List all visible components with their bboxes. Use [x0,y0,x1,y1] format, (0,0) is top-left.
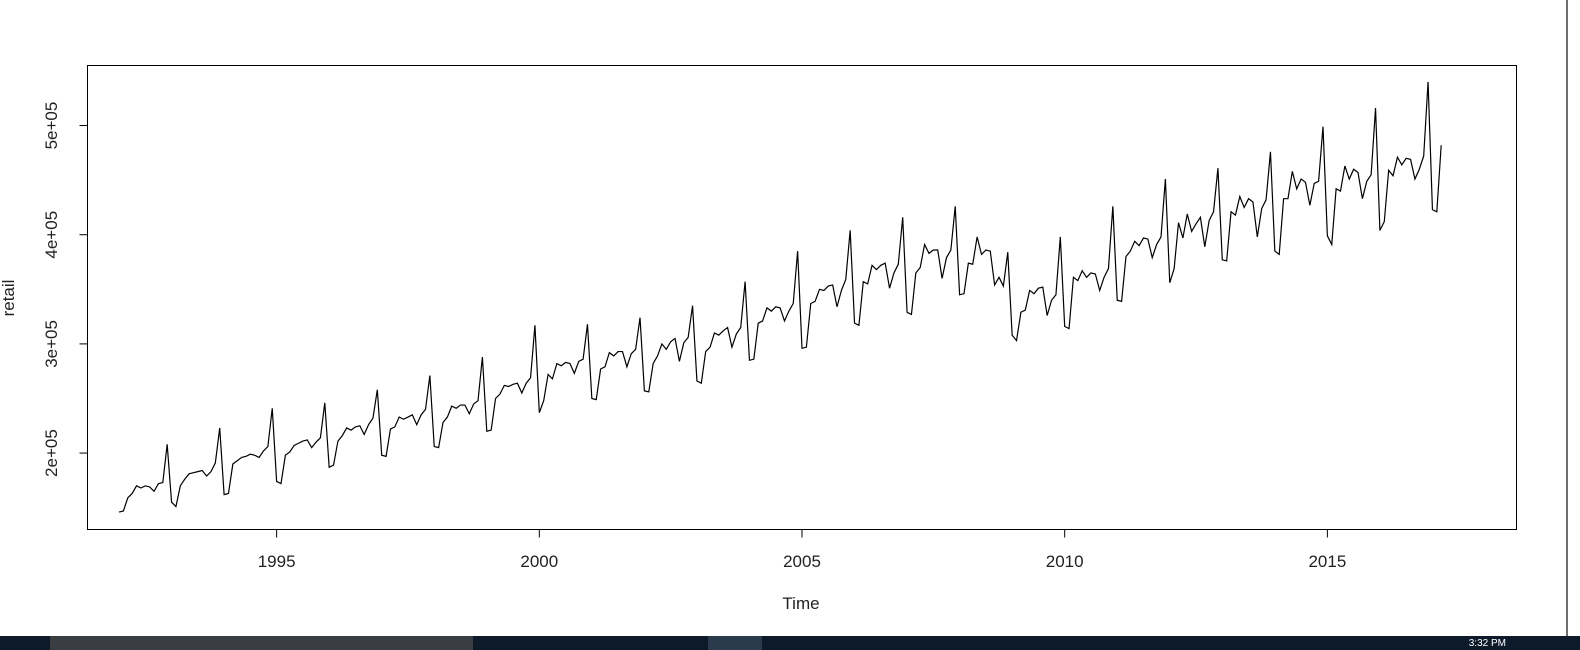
y-tick-label: 4e+05 [42,211,61,259]
plot-frame [87,65,1517,530]
plot-window: 1995 2000 2005 2010 2015 2e+05 3e+05 4e+05 5e+0… [0,65,1517,613]
x-axis: 1995 2000 2005 2010 2015 [258,529,1346,571]
x-tick-label: 2005 [783,552,821,571]
x-tick-label: 1995 [258,552,296,571]
taskbar-item-app-2[interactable] [708,636,762,650]
x-tick-label: 2000 [520,552,558,571]
y-tick-label: 3e+05 [42,320,61,368]
chart: 1995 2000 2005 2010 2015 2e+05 3e+05 4e+05 5e+0… [0,65,1517,613]
y-axis: 2e+05 3e+05 4e+05 5e+05 [42,102,88,477]
window-right-border [1566,0,1568,636]
taskbar: 3:32 PM [0,636,1580,650]
series-line-retail [118,81,1442,513]
y-tick-label: 2e+05 [42,429,61,477]
taskbar-clock: 3:32 PM [1468,638,1506,649]
y-axis-title: retail [0,280,18,317]
x-tick-label: 2015 [1308,552,1346,571]
taskbar-item-app-1[interactable] [50,636,473,650]
y-tick-label: 5e+05 [42,102,61,150]
x-axis-title: Time [782,594,819,613]
x-tick-label: 2010 [1046,552,1084,571]
scroll-track[interactable] [1568,0,1580,636]
